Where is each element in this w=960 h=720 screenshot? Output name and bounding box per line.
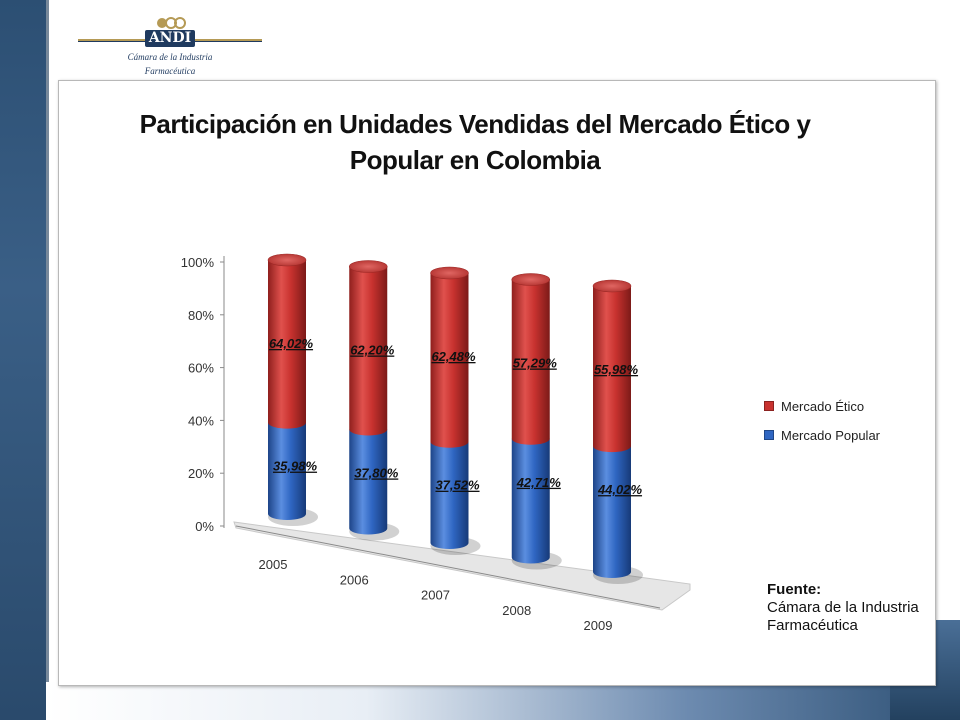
y-tick-label: 60%	[188, 361, 214, 376]
left-decorative-band	[0, 0, 46, 720]
data-label-popular: 37,52%	[435, 478, 480, 493]
logo-subtitle-line1: Cámara de la Industria	[127, 52, 213, 62]
x-tick-label: 2008	[502, 603, 531, 618]
x-tick-label: 2005	[259, 557, 288, 572]
y-tick-label: 0%	[195, 519, 214, 534]
source-line2: Farmacéutica	[767, 617, 858, 634]
x-tick-label: 2009	[584, 618, 613, 633]
bar-etico	[349, 266, 388, 436]
bar-top-cap	[430, 266, 469, 280]
bar-popular	[268, 422, 306, 520]
logo-word: ANDI	[145, 30, 195, 47]
bars-layer	[267, 253, 643, 584]
bar-popular	[593, 446, 631, 578]
chart-legend: Mercado Ético Mercado Popular	[764, 396, 924, 454]
bar-top-cap	[511, 273, 551, 286]
left-band-edge	[46, 0, 49, 720]
data-label-popular: 37,80%	[354, 465, 399, 480]
chart-title: Participación en Unidades Vendidas del M…	[139, 109, 811, 175]
source-note: Fuente: Cámara de la Industria Farmacéut…	[767, 581, 947, 635]
data-label-etico: 62,48%	[431, 349, 476, 364]
x-tick-label: 2007	[421, 588, 450, 603]
bar-popular	[511, 438, 550, 564]
bar-top-cap	[348, 260, 388, 273]
bar-popular	[349, 429, 388, 535]
logo-subtitle-line2: Farmacéutica	[144, 66, 196, 76]
legend-label-etico: Mercado Ético	[781, 398, 865, 414]
bar-etico	[430, 273, 469, 448]
andi-logo: ANDI Cámara de la Industria Farmacéutica	[78, 16, 262, 80]
legend-label-popular: Mercado Popular	[781, 427, 880, 443]
bar-popular	[430, 441, 469, 549]
data-label-etico: 55,98%	[594, 362, 639, 377]
legend-swatch-etico	[764, 401, 774, 411]
bar-top-cap	[267, 253, 307, 267]
chart-frame	[58, 80, 936, 686]
y-tick-label: 20%	[188, 466, 214, 481]
y-tick-label: 40%	[188, 413, 214, 428]
y-tick-label: 80%	[188, 308, 214, 323]
bar-etico	[511, 279, 550, 445]
legend-swatch-popular	[764, 430, 774, 440]
bar-top-cap	[592, 279, 632, 293]
source-heading: Fuente:	[767, 581, 822, 598]
data-label-popular: 35,98%	[273, 459, 318, 474]
labels-layer: 35,98% 64,02% 2005 37,80% 62,20% 2006 37,52% 62…	[259, 336, 643, 633]
bar-etico	[268, 260, 306, 429]
data-label-etico: 62,20%	[350, 343, 395, 358]
logo-circles-icon	[157, 17, 186, 29]
data-label-popular: 44,02%	[597, 482, 643, 497]
bar-etico	[593, 286, 631, 453]
data-label-popular: 42,71%	[516, 475, 562, 490]
data-label-etico: 64,02%	[269, 336, 314, 351]
bottom-decorative-band	[46, 682, 960, 720]
data-label-etico: 57,29%	[513, 356, 558, 371]
legend-item-etico: Mercado Ético	[764, 396, 924, 416]
legend-item-popular: Mercado Popular	[764, 425, 924, 445]
x-axis-line	[235, 525, 661, 609]
source-line1: Cámara de la Industria	[767, 599, 919, 616]
x-tick-label: 2006	[340, 572, 369, 587]
y-tick-label: 100%	[181, 255, 215, 270]
logo-line-right	[192, 39, 262, 42]
logo-line-left	[78, 39, 148, 42]
